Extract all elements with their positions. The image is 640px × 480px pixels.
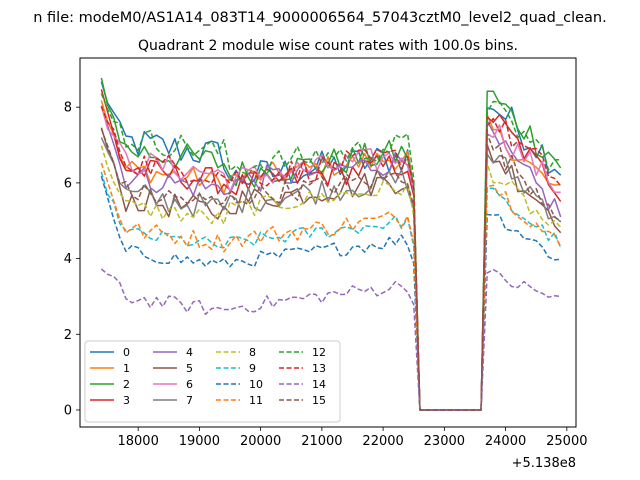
x-axis-offset-label: +5.138e8 <box>512 456 576 471</box>
legend-label-13: 13 <box>312 362 326 375</box>
x-tick-label: 20000 <box>240 434 281 449</box>
legend-label-12: 12 <box>312 346 326 359</box>
series-line-9 <box>100 171 562 411</box>
y-tick-label: 2 <box>64 328 72 343</box>
legend-label-4: 4 <box>186 346 193 359</box>
legend-label-8: 8 <box>249 346 256 359</box>
series-line-15 <box>100 128 562 411</box>
y-tick-label: 0 <box>64 403 72 418</box>
y-axis: 0 2 4 6 8 <box>64 101 80 418</box>
y-tick-label: 4 <box>64 252 72 267</box>
x-tick-label: 19000 <box>179 434 220 449</box>
legend-label-10: 10 <box>249 378 263 391</box>
legend-label-5: 5 <box>186 362 193 375</box>
legend-label-14: 14 <box>312 378 326 391</box>
legend-label-11: 11 <box>249 394 263 407</box>
x-tick-label: 25000 <box>546 434 587 449</box>
series-line-12 <box>100 93 561 411</box>
legend-label-2: 2 <box>123 378 130 391</box>
x-tick-label: 24000 <box>485 434 526 449</box>
x-axis: 18000 19000 20000 21000 22000 23000 24000 25000 <box>117 427 587 449</box>
axes-frame <box>79 57 577 428</box>
series-lines <box>100 77 562 411</box>
y-tick-label: 8 <box>64 101 72 116</box>
x-tick-label: 18000 <box>117 434 158 449</box>
chart-title: Quadrant 2 module wise count rates with … <box>138 38 518 54</box>
x-tick-label: 22000 <box>362 434 403 449</box>
y-tick-label: 6 <box>64 176 72 191</box>
series-line-10 <box>100 175 561 411</box>
legend-label-15: 15 <box>312 394 326 407</box>
legend-label-9: 9 <box>249 362 256 375</box>
legend-label-1: 1 <box>123 362 130 375</box>
legend-box <box>84 340 341 423</box>
figure-suptitle: n file: modeM0/AS1A14_083T14_9000006564_… <box>33 10 607 26</box>
legend-label-6: 6 <box>186 378 193 391</box>
legend-label-0: 0 <box>123 346 130 359</box>
legend-label-3: 3 <box>123 394 130 407</box>
x-tick-label: 23000 <box>424 434 465 449</box>
legend-label-7: 7 <box>186 394 193 407</box>
x-tick-label: 21000 <box>301 434 342 449</box>
